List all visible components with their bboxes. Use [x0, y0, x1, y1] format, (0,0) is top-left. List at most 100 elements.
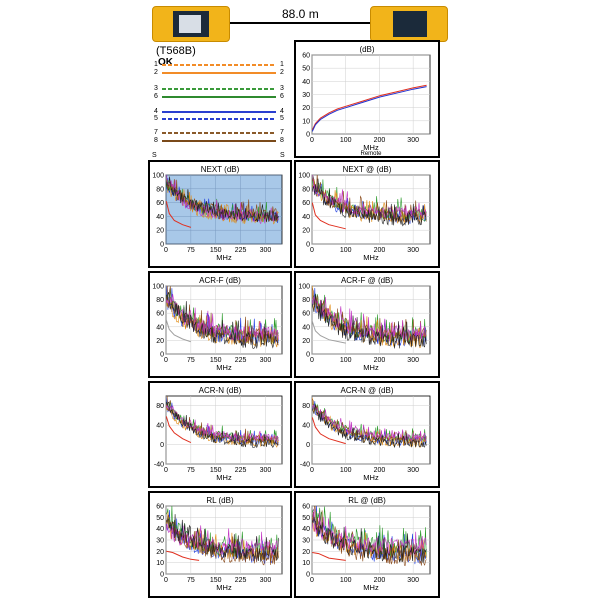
wiremap-pin-right: 8	[280, 137, 284, 144]
panel-rl-remote: RL @ (dB) 0 10 20 30 40 50 60 0 100 200 300 MHz	[294, 491, 440, 598]
y-tick-label: 0	[160, 442, 164, 449]
cable-length-label: 88.0 m	[282, 7, 319, 21]
wiremap-pin-left: 4	[154, 108, 158, 115]
wiremap-pin-left: 7	[154, 129, 158, 136]
plot-traces	[166, 396, 279, 449]
y-tick-label: 20	[302, 105, 310, 112]
y-tick-label: 0	[306, 132, 310, 139]
x-tick-label: 300	[407, 247, 419, 254]
y-tick-label: 0	[306, 242, 310, 249]
x-tick-label: 200	[374, 247, 386, 254]
wiremap-pin-left: 8	[154, 137, 158, 144]
panel-acr-f: ACR-F (dB) 0 20 40 60 80 100 0 75 150 225 300 MHz	[148, 271, 292, 378]
wiremap-pin-right: 2	[280, 69, 284, 76]
x-tick-label: 300	[407, 467, 419, 474]
y-tick-label: 80	[156, 186, 164, 193]
panel-next-remote: NEXT @ (dB) 0 20 40 60 80 100 0 100 200 300 MHz	[294, 160, 440, 268]
y-tick-label: 30	[302, 538, 310, 545]
x-axis-label: MHz	[363, 583, 379, 592]
chart-title: NEXT @ (dB)	[343, 165, 392, 174]
y-tick-label: 80	[156, 403, 164, 410]
limit-line	[166, 416, 192, 444]
wiremap-pin-right: 5	[280, 115, 284, 122]
x-axis-label: MHz	[363, 473, 379, 482]
shield-label-left: S	[152, 152, 157, 159]
x-tick-label: 225	[235, 577, 247, 584]
y-tick-label: 10	[302, 560, 310, 567]
shield-label-right: S	[280, 152, 285, 159]
y-tick-label: -40	[154, 462, 164, 469]
y-tick-label: 40	[302, 526, 310, 533]
y-tick-label: 30	[156, 538, 164, 545]
y-tick-label: 60	[156, 504, 164, 511]
y-tick-label: 100	[298, 173, 310, 180]
series-line	[166, 286, 279, 346]
x-tick-label: 300	[260, 357, 272, 364]
series-line	[166, 175, 279, 225]
plot-traces	[312, 84, 427, 132]
y-tick-label: 20	[302, 338, 310, 345]
panel-rl: RL (dB) 0 10 20 30 40 50 60 0 75 150 225 300 MHz	[148, 491, 292, 598]
chart-footer: Remote	[360, 151, 382, 156]
limit-line	[166, 550, 200, 561]
y-tick-label: -40	[300, 462, 310, 469]
wiremap-pin-left: 2	[154, 69, 158, 76]
plot-traces	[166, 506, 279, 566]
y-tick-label: 0	[306, 352, 310, 359]
x-tick-label: 225	[235, 357, 247, 364]
x-axis-label: MHz	[216, 473, 232, 482]
y-tick-label: 0	[306, 442, 310, 449]
y-tick-label: 40	[156, 423, 164, 430]
x-axis-label: MHz	[363, 143, 379, 152]
x-tick-label: 225	[235, 247, 247, 254]
y-tick-label: 80	[302, 186, 310, 193]
wiremap-wire	[162, 111, 276, 113]
series-line	[166, 523, 279, 557]
chart-title: (dB)	[359, 45, 374, 54]
chart-title: ACR-N @ (dB)	[340, 386, 393, 395]
y-tick-label: 20	[156, 338, 164, 345]
wiremap-pin-right: 7	[280, 129, 284, 136]
series-line	[166, 401, 279, 449]
x-tick-label: 225	[235, 467, 247, 474]
y-tick-label: 60	[302, 200, 310, 207]
x-tick-label: 200	[374, 137, 386, 144]
cable-length-line	[230, 22, 370, 24]
x-tick-label: 300	[407, 577, 419, 584]
y-tick-label: 40	[156, 214, 164, 221]
x-tick-label: 150	[210, 357, 222, 364]
y-tick-label: 0	[160, 352, 164, 359]
x-tick-label: 75	[187, 467, 195, 474]
chart-acr-f-remote: ACR-F @ (dB) 0 20 40 60 80 100 0 100 200 300 MHz	[298, 276, 431, 372]
wiremap-wire	[162, 72, 276, 74]
series-line	[312, 178, 427, 227]
y-tick-label: 50	[302, 515, 310, 522]
plot-area	[165, 174, 283, 245]
x-tick-label: 0	[310, 357, 314, 364]
panel-insertion-loss: (dB) 0 10 20 30 40 50 60 0 100 200 300 MHz Remote	[294, 40, 440, 158]
series-line	[312, 516, 427, 563]
panel-next: NEXT (dB) 0 20 40 60 80 100 0 75 150 225 300 MHz	[148, 160, 292, 268]
panel-acr-n-remote: ACR-N @ (dB) -40 0 40 80 0 100 200 300 MHz	[294, 381, 440, 488]
wiremap-wire	[162, 140, 276, 142]
wiremap-pin-left: 5	[154, 115, 158, 122]
panel-acr-n: ACR-N (dB) -40 0 40 80 0 75 150 225 300 MHz	[148, 381, 292, 488]
chart-next-remote: NEXT @ (dB) 0 20 40 60 80 100 0 100 200 300 MHz	[298, 165, 431, 262]
x-tick-label: 150	[210, 467, 222, 474]
wiremap-pin-left: 6	[154, 93, 158, 100]
series-line	[312, 294, 427, 349]
y-tick-label: 10	[302, 118, 310, 125]
y-tick-label: 60	[302, 504, 310, 511]
y-tick-label: 60	[302, 311, 310, 318]
wiremap-wire	[162, 88, 276, 90]
y-tick-label: 40	[302, 79, 310, 86]
x-tick-label: 100	[340, 577, 352, 584]
y-tick-label: 0	[306, 572, 310, 579]
plot-traces	[312, 286, 427, 349]
chart-title: RL (dB)	[206, 496, 234, 505]
x-tick-label: 75	[187, 357, 195, 364]
x-axis-label: MHz	[216, 363, 232, 372]
x-axis-label: MHz	[363, 253, 379, 262]
